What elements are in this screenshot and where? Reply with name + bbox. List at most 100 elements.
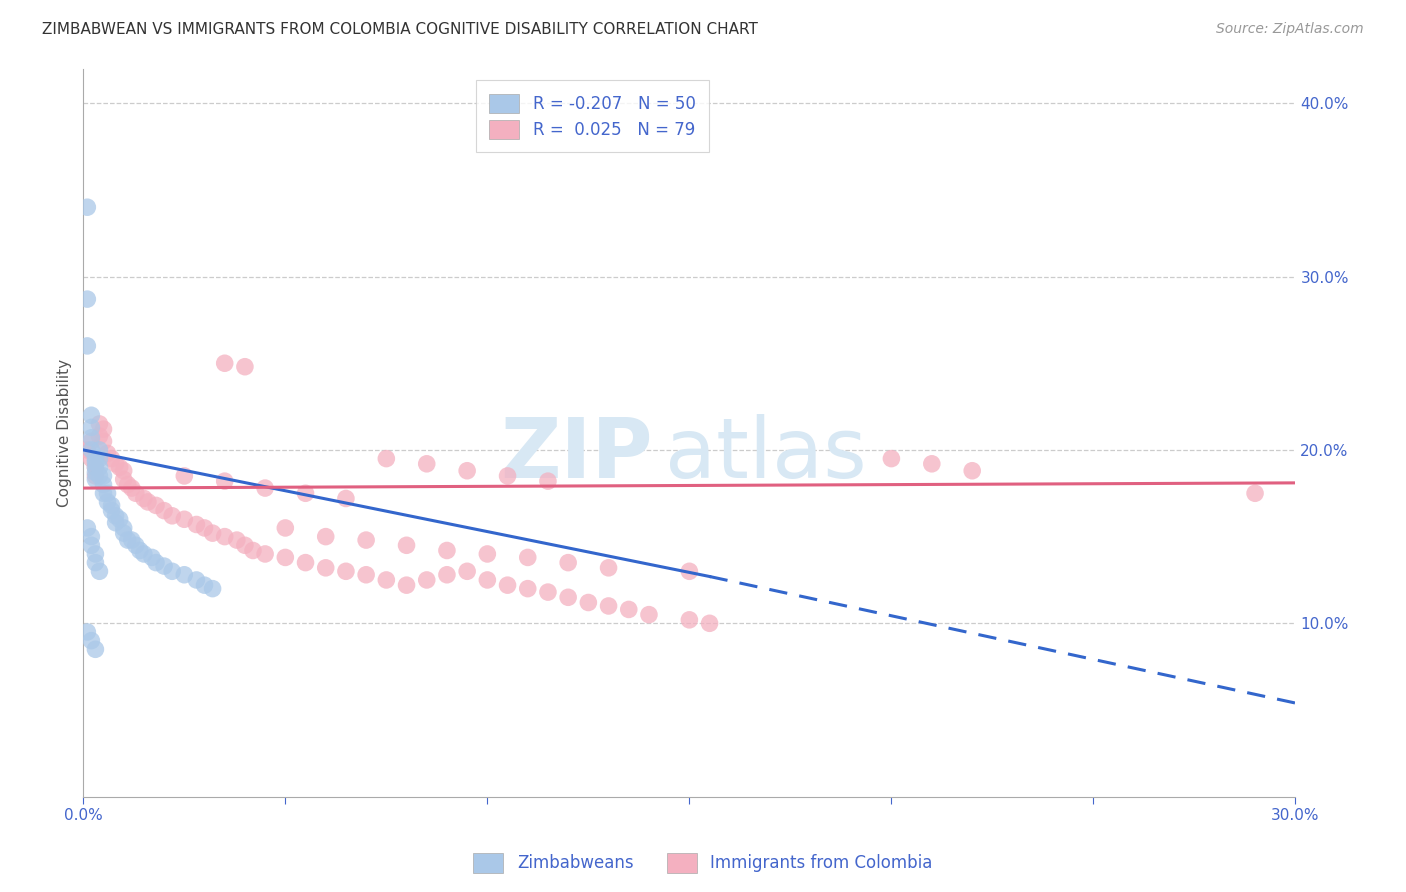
Point (395, 538, 418, 552)
Point (84, 642, 107, 657)
Point (153, 503, 176, 517)
Point (76, 624, 98, 639)
Point (84, 472, 107, 486)
Text: ZIP: ZIP (501, 414, 652, 495)
Point (89, 564, 111, 578)
Point (112, 464, 135, 478)
Point (96, 446, 118, 460)
Legend: Zimbabweans, Immigrants from Colombia: Zimbabweans, Immigrants from Colombia (467, 847, 939, 880)
Point (84, 455, 107, 469)
Point (125, 538, 148, 552)
Point (93, 477, 115, 491)
Point (89, 442, 111, 457)
Point (100, 451, 122, 466)
Point (678, 564, 700, 578)
Point (80, 451, 103, 466)
Point (89, 469, 111, 483)
Point (456, 464, 478, 478)
Point (477, 573, 499, 587)
Point (93, 486, 115, 500)
Point (416, 573, 439, 587)
Point (93, 469, 115, 483)
Point (84, 556, 107, 570)
Text: atlas: atlas (665, 414, 868, 495)
Point (201, 526, 224, 541)
Point (233, 359, 256, 374)
Point (160, 564, 183, 578)
Point (557, 556, 579, 570)
Point (921, 457, 943, 471)
Point (104, 508, 127, 523)
Point (496, 578, 519, 592)
Point (186, 517, 208, 532)
Point (112, 521, 135, 535)
Point (214, 474, 236, 488)
Point (128, 543, 150, 558)
Point (1244, 486, 1267, 500)
Point (108, 460, 131, 475)
Point (516, 550, 538, 565)
Point (141, 550, 163, 565)
Point (80, 530, 103, 544)
Point (960, 464, 983, 478)
Point (416, 457, 439, 471)
Point (638, 607, 661, 622)
Point (89, 429, 111, 443)
Point (121, 533, 143, 547)
Point (315, 561, 337, 575)
Point (76, 521, 98, 535)
Text: Source: ZipAtlas.com: Source: ZipAtlas.com (1216, 22, 1364, 37)
Point (242, 543, 264, 558)
Point (80, 633, 103, 648)
Point (80, 538, 103, 552)
Point (335, 564, 357, 578)
Point (477, 547, 499, 561)
Point (89, 460, 111, 475)
Point (201, 582, 224, 596)
Point (375, 573, 398, 587)
Text: ZIMBABWEAN VS IMMIGRANTS FROM COLOMBIA COGNITIVE DISABILITY CORRELATION CHART: ZIMBABWEAN VS IMMIGRANTS FROM COLOMBIA C… (42, 22, 758, 37)
Point (160, 508, 183, 523)
Point (225, 533, 247, 547)
Point (274, 550, 297, 565)
Point (354, 533, 377, 547)
Point (117, 477, 139, 491)
Point (104, 457, 127, 471)
Point (132, 547, 155, 561)
Point (93, 434, 115, 449)
Point (193, 578, 215, 592)
Point (516, 582, 538, 596)
Point (699, 616, 721, 631)
Point (456, 564, 478, 578)
Point (76, 339, 98, 353)
Point (76, 292, 98, 306)
Point (89, 451, 111, 466)
Point (100, 503, 122, 517)
Point (214, 530, 236, 544)
Point (125, 486, 148, 500)
Point (96, 495, 118, 509)
Point (84, 460, 107, 475)
Point (294, 486, 316, 500)
Point (76, 200, 98, 214)
Point (193, 521, 215, 535)
Point (117, 533, 139, 547)
Point (557, 591, 579, 605)
Point (335, 491, 357, 506)
Point (173, 469, 195, 483)
Point (84, 451, 107, 466)
Point (84, 460, 107, 475)
Point (89, 417, 111, 431)
Point (108, 512, 131, 526)
Point (153, 559, 176, 574)
Point (214, 356, 236, 370)
Point (233, 538, 256, 552)
Point (84, 469, 107, 483)
Point (80, 434, 103, 449)
Point (315, 530, 337, 544)
Point (132, 491, 155, 506)
Point (880, 451, 903, 466)
Point (145, 556, 167, 570)
Point (104, 516, 127, 530)
Point (96, 486, 118, 500)
